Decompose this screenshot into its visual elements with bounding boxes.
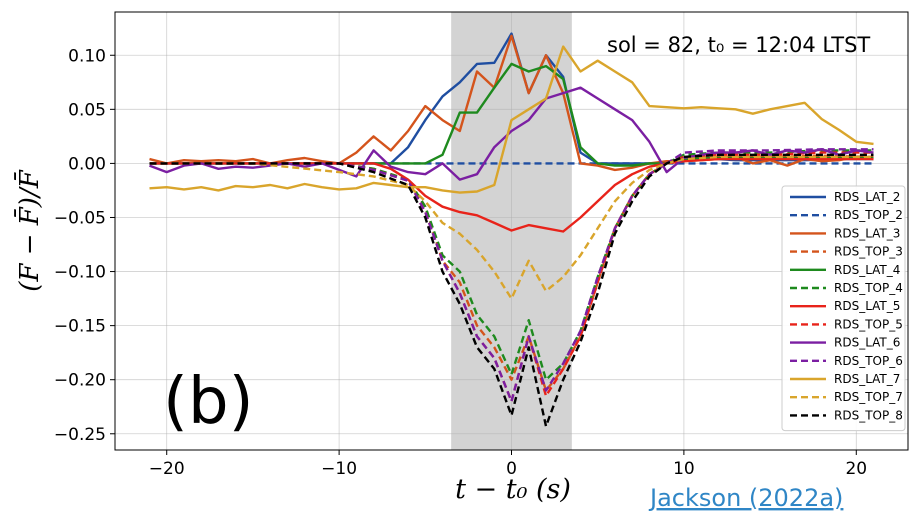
x-tick-label: −10 [321,459,357,479]
credit-link[interactable]: Jackson (2022a) [648,484,843,512]
legend-label: RDS_TOP_2 [834,208,903,222]
legend-label: RDS_TOP_7 [834,390,903,404]
legend-label: RDS_LAT_2 [834,190,900,204]
series-layer [149,32,874,428]
series-line-rds-top-4 [149,149,874,381]
legend-label: RDS_TOP_4 [834,281,903,295]
series-line-rds-top-7 [149,155,874,300]
y-tick-label: −0.10 [54,263,106,283]
series-line-rds-lat-7 [149,45,874,194]
legend-label: RDS_LAT_5 [834,299,900,313]
series-line-rds-top-6 [149,148,874,403]
y-tick-label: 0.05 [68,100,106,120]
legend-label: RDS_LAT_6 [834,336,900,350]
y-tick-label: 0.00 [68,154,106,174]
annotation-sol: sol = 82, t₀ = 12:04 LTST [607,33,870,57]
tick-layer: −20 −10 0 10 20 −0.25 −0.20 −0.15 −0.10 −0.05 0.00… [54,46,867,479]
y-tick-label: −0.05 [54,208,106,228]
x-tick-label: 20 [845,459,867,479]
legend-label: RDS_LAT_7 [834,372,900,386]
legend-label: RDS_TOP_6 [834,354,903,368]
legend-box [781,185,906,432]
y-axis-label: (F − F̄)/F̄ [13,169,45,291]
y-tick-label: −0.20 [54,371,106,391]
x-tick-label: −20 [149,459,185,479]
x-tick-label: 0 [506,459,517,479]
legend-label: RDS_TOP_5 [834,317,903,331]
y-tick-label: −0.25 [54,425,106,445]
y-tick-label: −0.15 [54,317,106,337]
panel-label: (b) [163,365,254,439]
legend-label: RDS_LAT_4 [834,263,900,277]
x-tick-label: 10 [673,459,695,479]
legend: RDS_LAT_2 RDS_TOP_2 RDS_LAT_3 RDS_TOP_3 RDS_… [781,185,906,432]
x-axis-label: t − t₀ (s) [455,474,571,505]
legend-label: RDS_LAT_3 [834,226,900,240]
legend-label: RDS_TOP_3 [834,245,903,259]
y-tick-label: 0.10 [68,46,106,66]
legend-label: RDS_TOP_8 [834,408,903,422]
